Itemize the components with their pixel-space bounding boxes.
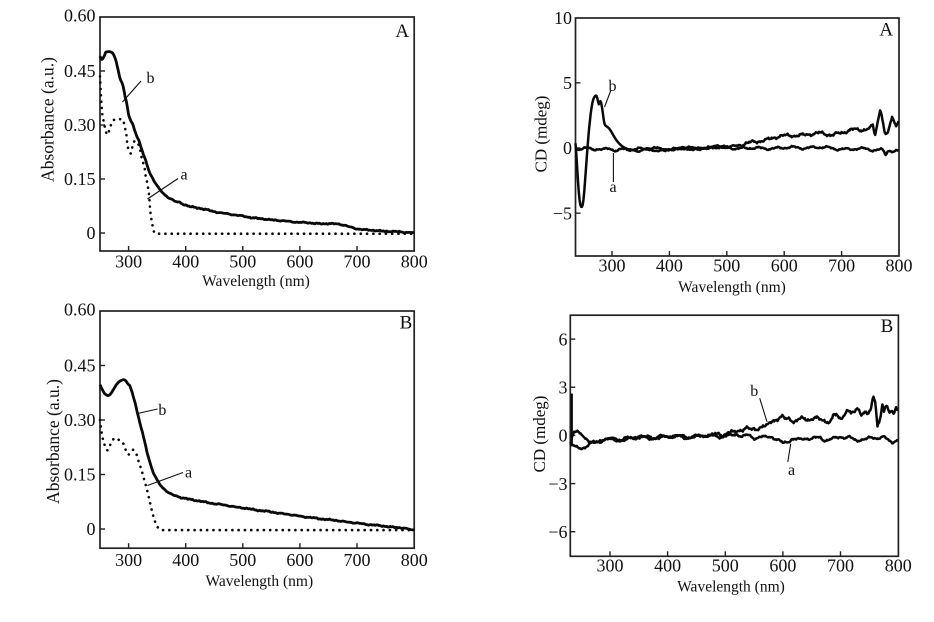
svg-text:Absorbance (a.u.): Absorbance (a.u.) bbox=[38, 57, 58, 182]
svg-text:0.30: 0.30 bbox=[64, 410, 96, 430]
svg-text:CD (mdeg): CD (mdeg) bbox=[530, 396, 549, 473]
svg-text:300: 300 bbox=[597, 556, 624, 576]
svg-text:400: 400 bbox=[172, 252, 199, 272]
svg-text:−3: −3 bbox=[548, 474, 567, 494]
svg-text:0.45: 0.45 bbox=[64, 356, 96, 376]
svg-text:b: b bbox=[147, 70, 155, 87]
svg-text:5: 5 bbox=[563, 73, 572, 93]
svg-text:700: 700 bbox=[344, 252, 371, 272]
svg-text:0.45: 0.45 bbox=[64, 61, 96, 81]
svg-text:300: 300 bbox=[115, 550, 142, 570]
svg-text:500: 500 bbox=[229, 252, 256, 272]
svg-text:600: 600 bbox=[286, 550, 313, 570]
svg-text:b: b bbox=[158, 402, 166, 419]
svg-text:b: b bbox=[750, 383, 758, 400]
svg-text:500: 500 bbox=[712, 556, 739, 576]
svg-text:6: 6 bbox=[559, 329, 568, 349]
svg-text:400: 400 bbox=[656, 256, 683, 276]
svg-text:A: A bbox=[879, 20, 893, 41]
svg-text:0: 0 bbox=[87, 519, 96, 539]
svg-text:600: 600 bbox=[771, 256, 798, 276]
svg-text:600: 600 bbox=[769, 556, 796, 576]
svg-text:0: 0 bbox=[87, 223, 96, 243]
svg-text:Wavelength (nm): Wavelength (nm) bbox=[677, 579, 785, 596]
svg-text:CD (mdeg): CD (mdeg) bbox=[532, 96, 551, 173]
svg-text:0: 0 bbox=[563, 138, 572, 158]
svg-text:a: a bbox=[788, 462, 795, 479]
svg-text:0.60: 0.60 bbox=[64, 6, 96, 26]
svg-text:a: a bbox=[609, 179, 616, 196]
svg-text:800: 800 bbox=[401, 252, 428, 272]
svg-text:B: B bbox=[400, 313, 413, 334]
svg-text:0.60: 0.60 bbox=[64, 300, 96, 320]
svg-text:700: 700 bbox=[828, 256, 855, 276]
svg-text:Wavelength (nm): Wavelength (nm) bbox=[205, 573, 313, 590]
svg-text:800: 800 bbox=[886, 256, 913, 276]
svg-text:700: 700 bbox=[344, 550, 371, 570]
svg-text:−6: −6 bbox=[548, 522, 567, 542]
svg-text:0: 0 bbox=[559, 426, 568, 446]
svg-text:700: 700 bbox=[827, 556, 854, 576]
svg-text:10: 10 bbox=[554, 8, 572, 28]
svg-text:b: b bbox=[609, 78, 617, 95]
svg-text:A: A bbox=[395, 21, 409, 42]
svg-text:800: 800 bbox=[885, 556, 912, 576]
svg-text:Wavelength (nm): Wavelength (nm) bbox=[678, 279, 786, 296]
svg-text:3: 3 bbox=[559, 377, 568, 397]
svg-text:500: 500 bbox=[229, 550, 256, 570]
svg-text:a: a bbox=[180, 167, 187, 184]
svg-text:500: 500 bbox=[713, 256, 740, 276]
svg-text:0.15: 0.15 bbox=[64, 169, 96, 189]
svg-text:−5: −5 bbox=[553, 203, 572, 223]
svg-text:0.30: 0.30 bbox=[64, 115, 96, 135]
svg-text:400: 400 bbox=[654, 556, 681, 576]
svg-text:300: 300 bbox=[599, 256, 626, 276]
svg-text:300: 300 bbox=[115, 252, 142, 272]
svg-text:0.15: 0.15 bbox=[64, 465, 96, 485]
svg-text:Absorbance (a.u.): Absorbance (a.u.) bbox=[43, 379, 63, 504]
svg-text:600: 600 bbox=[286, 252, 313, 272]
svg-text:B: B bbox=[881, 316, 894, 337]
svg-text:800: 800 bbox=[401, 550, 428, 570]
svg-text:400: 400 bbox=[172, 550, 199, 570]
svg-text:a: a bbox=[185, 465, 192, 482]
svg-text:Wavelength (nm): Wavelength (nm) bbox=[202, 273, 310, 290]
